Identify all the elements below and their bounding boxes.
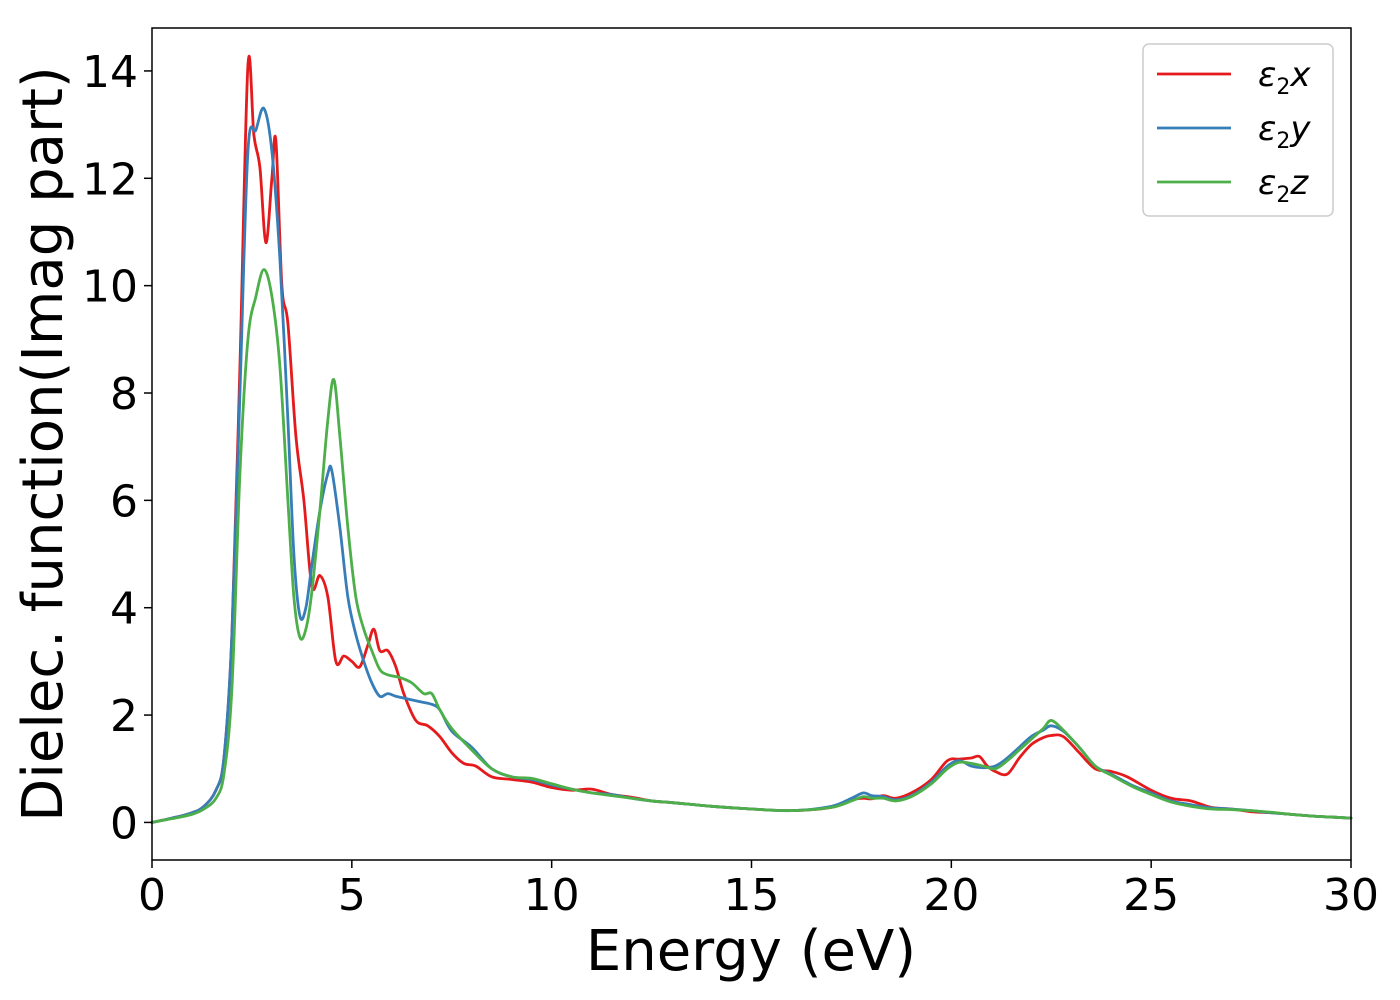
legend-box xyxy=(1142,43,1334,217)
y-tick-label: 12 xyxy=(82,154,138,205)
legend-label-2: ε2y xyxy=(1258,109,1311,154)
series-line-1 xyxy=(150,54,1353,824)
y-tick-label: 2 xyxy=(110,691,138,742)
legend: ε2x ε2y ε2z xyxy=(1142,43,1334,217)
y-tick-label: 14 xyxy=(82,47,138,98)
legend-label-1: ε2x xyxy=(1258,55,1311,100)
x-tick-label: 25 xyxy=(1123,870,1179,921)
x-tick-label: 10 xyxy=(524,870,580,921)
x-tick-label: 15 xyxy=(724,870,780,921)
y-axis: 0 2 4 6 8 10 12 14 xyxy=(82,47,152,849)
legend-label-3: ε2z xyxy=(1258,163,1309,208)
y-tick-label: 0 xyxy=(110,798,138,849)
x-axis: 0 5 10 15 20 25 30 xyxy=(138,860,1379,921)
y-tick-label: 8 xyxy=(110,369,138,420)
x-axis-label: Energy (eV) xyxy=(586,919,916,984)
x-tick-label: 0 xyxy=(138,870,166,921)
x-tick-label: 5 xyxy=(338,870,366,921)
y-tick-label: 10 xyxy=(82,262,138,313)
y-axis-label: Dielec. function(Imag part) xyxy=(11,66,76,822)
y-tick-label: 6 xyxy=(110,476,138,527)
x-tick-label: 30 xyxy=(1323,870,1379,921)
x-tick-label: 20 xyxy=(923,870,979,921)
y-tick-label: 4 xyxy=(110,584,138,635)
series-layer xyxy=(150,54,1353,824)
series-line-3 xyxy=(150,268,1353,824)
